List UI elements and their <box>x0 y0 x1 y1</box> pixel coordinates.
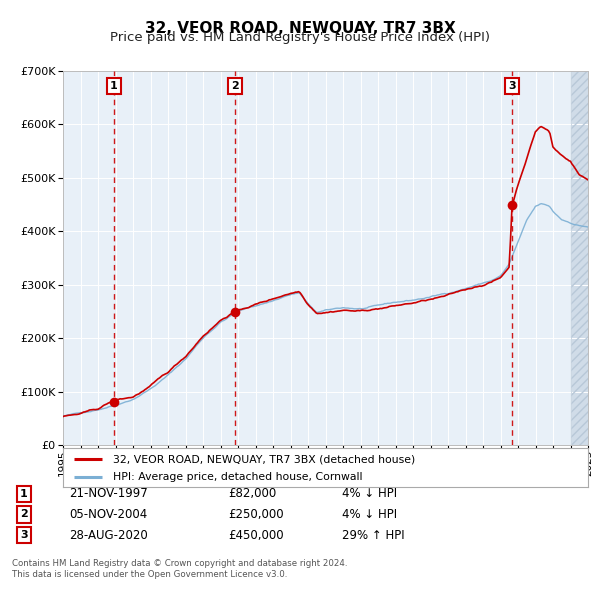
Text: Price paid vs. HM Land Registry's House Price Index (HPI): Price paid vs. HM Land Registry's House … <box>110 31 490 44</box>
Text: 05-NOV-2004: 05-NOV-2004 <box>69 508 147 521</box>
Text: This data is licensed under the Open Government Licence v3.0.: This data is licensed under the Open Gov… <box>12 571 287 579</box>
Text: 4% ↓ HPI: 4% ↓ HPI <box>342 508 397 521</box>
Bar <box>571 71 589 445</box>
Text: HPI: Average price, detached house, Cornwall: HPI: Average price, detached house, Corn… <box>113 472 362 482</box>
Text: £450,000: £450,000 <box>228 529 284 542</box>
Text: 21-NOV-1997: 21-NOV-1997 <box>69 487 148 500</box>
Bar <box>571 71 589 445</box>
Text: 2: 2 <box>232 81 239 91</box>
Text: £250,000: £250,000 <box>228 508 284 521</box>
Text: 3: 3 <box>508 81 516 91</box>
Text: 2: 2 <box>20 510 28 519</box>
Text: 32, VEOR ROAD, NEWQUAY, TR7 3BX (detached house): 32, VEOR ROAD, NEWQUAY, TR7 3BX (detache… <box>113 454 415 464</box>
Text: 1: 1 <box>20 489 28 499</box>
Text: 29% ↑ HPI: 29% ↑ HPI <box>342 529 404 542</box>
Text: £82,000: £82,000 <box>228 487 276 500</box>
Text: 4% ↓ HPI: 4% ↓ HPI <box>342 487 397 500</box>
Text: 28-AUG-2020: 28-AUG-2020 <box>69 529 148 542</box>
Text: Contains HM Land Registry data © Crown copyright and database right 2024.: Contains HM Land Registry data © Crown c… <box>12 559 347 568</box>
Text: 32, VEOR ROAD, NEWQUAY, TR7 3BX: 32, VEOR ROAD, NEWQUAY, TR7 3BX <box>145 21 455 35</box>
Text: 3: 3 <box>20 530 28 540</box>
Text: 1: 1 <box>110 81 118 91</box>
